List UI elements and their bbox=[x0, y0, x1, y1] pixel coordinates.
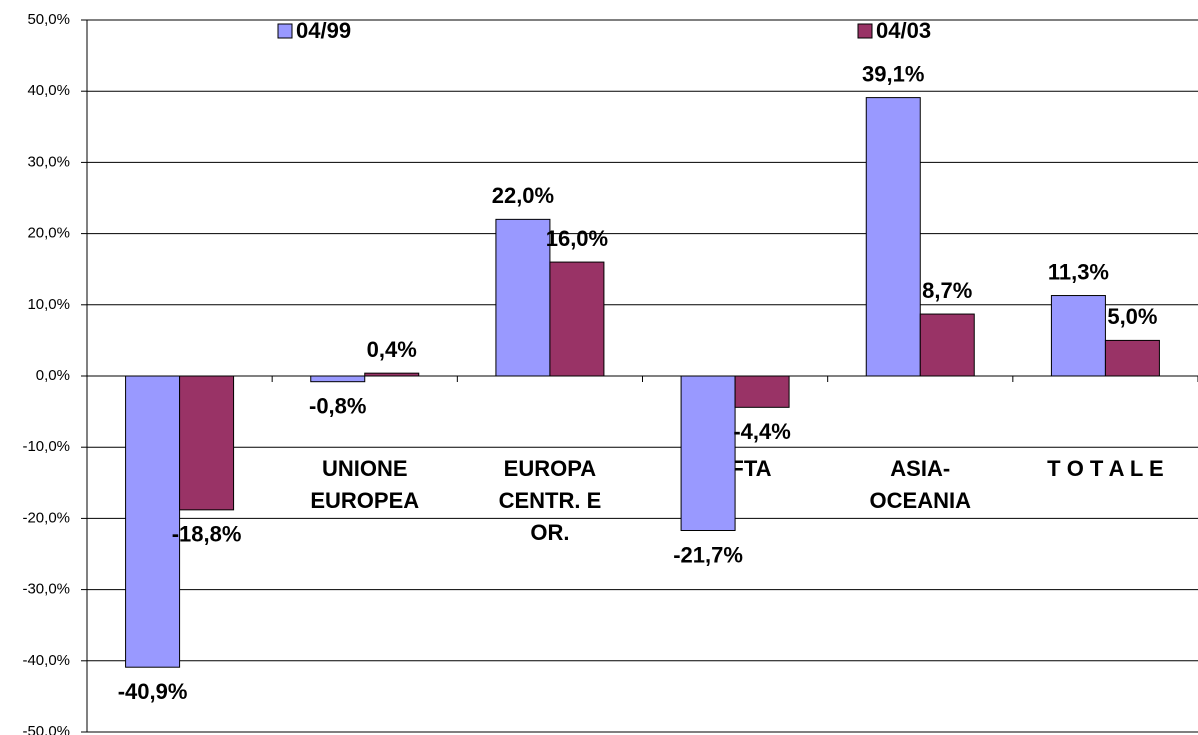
y-tick-label: 10,0% bbox=[27, 296, 70, 313]
bar bbox=[1104, 339, 1160, 377]
value-label: -40,9% bbox=[118, 679, 188, 704]
y-tick-label: -40,0% bbox=[22, 652, 70, 669]
value-label: -21,7% bbox=[673, 542, 743, 567]
bar bbox=[364, 372, 420, 377]
y-tick-label: 50,0% bbox=[27, 11, 70, 28]
bar bbox=[919, 313, 975, 377]
value-label: 16,0% bbox=[546, 226, 608, 251]
legend-swatch bbox=[277, 23, 293, 39]
value-label: 11,3% bbox=[1048, 259, 1109, 284]
bar bbox=[734, 375, 790, 408]
x-tick-label: UNIONE EUROPEA bbox=[310, 456, 419, 513]
x-tick-label: EUROPA CENTR. E OR. bbox=[499, 456, 602, 545]
bar bbox=[179, 375, 235, 511]
legend-label: 04/99 bbox=[296, 18, 351, 43]
y-tick-label: -20,0% bbox=[22, 509, 70, 526]
y-tick-label: 30,0% bbox=[27, 153, 70, 170]
x-tick-label: ASIA-OCEANIA bbox=[870, 456, 972, 513]
bar bbox=[865, 97, 921, 377]
legend-label: 04/03 bbox=[876, 18, 931, 43]
y-tick-label: 40,0% bbox=[27, 82, 70, 99]
value-label: 39,1% bbox=[862, 61, 924, 86]
bar bbox=[1050, 295, 1106, 377]
bar bbox=[495, 218, 551, 377]
bar bbox=[125, 375, 181, 668]
value-label: 8,7% bbox=[922, 278, 972, 303]
bar bbox=[310, 375, 366, 383]
y-tick-label: -30,0% bbox=[22, 581, 70, 598]
value-label: -4,4% bbox=[733, 419, 790, 444]
value-label: -18,8% bbox=[172, 522, 242, 547]
y-tick-label: 0,0% bbox=[36, 367, 70, 384]
bar bbox=[549, 261, 605, 377]
y-tick-label: -10,0% bbox=[22, 438, 70, 455]
bar bbox=[680, 375, 736, 532]
value-label: 0,4% bbox=[367, 337, 417, 362]
y-tick-label: -50,0% bbox=[22, 723, 70, 735]
value-label: -0,8% bbox=[309, 394, 366, 419]
legend-swatch bbox=[857, 23, 873, 39]
value-label: 5,0% bbox=[1107, 304, 1157, 329]
y-tick-label: 20,0% bbox=[27, 225, 70, 242]
value-label: 22,0% bbox=[492, 183, 554, 208]
x-tick-label: T O T A L E bbox=[1047, 456, 1164, 481]
